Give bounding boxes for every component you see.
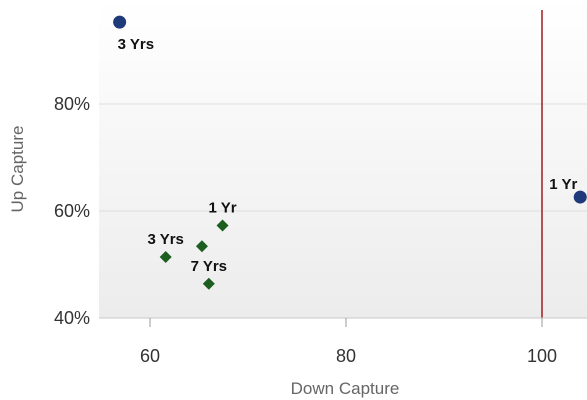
data-point-diamond (159, 251, 172, 264)
axes: 40% 60% 80% 60 80 100 (54, 94, 587, 366)
data-point-circle (573, 190, 587, 204)
y-tick-label: 60% (54, 201, 90, 221)
x-tick-label: 100 (527, 346, 557, 366)
point-label: 1 Yr (208, 199, 236, 216)
y-tick-label: 80% (54, 94, 90, 114)
x-tick-label: 80 (336, 346, 356, 366)
y-axis-title: Up Capture (8, 126, 27, 213)
data-points (113, 15, 587, 290)
point-labels: 3 Yrs 1 Yr 1 Yr 3 Yrs 7 Yrs (118, 36, 578, 275)
data-point-diamond (195, 240, 208, 253)
point-label: 1 Yr (549, 176, 577, 193)
x-tick-label: 60 (140, 346, 160, 366)
data-point-diamond (202, 277, 215, 290)
plot-background (99, 0, 587, 318)
point-label: 7 Yrs (191, 258, 227, 275)
x-axis-title: Down Capture (291, 379, 400, 398)
point-label: 3 Yrs (118, 36, 154, 53)
data-point-circle (113, 15, 127, 29)
point-label: 3 Yrs (147, 231, 183, 248)
y-tick-label: 40% (54, 308, 90, 328)
data-point-diamond (216, 219, 229, 232)
